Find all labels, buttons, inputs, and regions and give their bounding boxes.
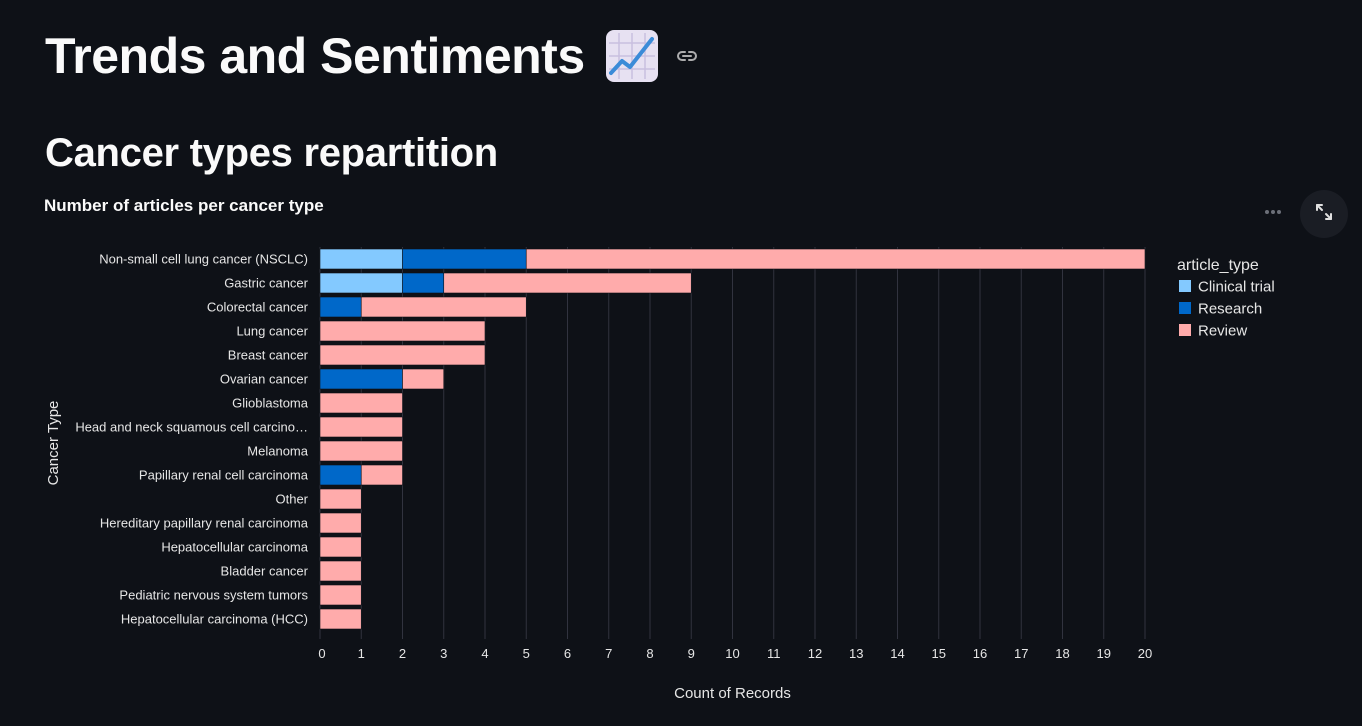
bar-segment [443, 272, 692, 294]
bar-segment [319, 272, 403, 294]
bar-segment [319, 488, 362, 510]
y-tick-label: Bladder cancer [221, 564, 309, 579]
legend-entry: Research [1198, 301, 1262, 318]
y-tick-label: Head and neck squamous cell carcino… [75, 420, 308, 435]
y-axis-title: Cancer Type [45, 401, 62, 486]
bar-segment [525, 248, 1146, 270]
bar-segment [319, 416, 403, 438]
x-tick-label: 17 [1014, 646, 1028, 661]
section-heading: Cancer types repartition [45, 131, 498, 175]
bar-segment [319, 320, 486, 342]
x-tick-label: 19 [1097, 646, 1111, 661]
x-tick-label: 2 [399, 646, 406, 661]
bar-segment [319, 296, 362, 318]
bar-segment [402, 368, 445, 390]
y-tick-label: Pediatric nervous system tumors [119, 588, 308, 603]
bar-segment [360, 464, 403, 486]
y-tick-label: Hereditary papillary renal carcinoma [100, 516, 309, 531]
bar-segment [319, 344, 486, 366]
bar-segment [319, 608, 362, 630]
y-tick-label: Other [275, 492, 308, 507]
bar-segment [402, 248, 527, 270]
x-tick-label: 8 [646, 646, 653, 661]
x-tick-label: 3 [440, 646, 447, 661]
bar-segment [319, 440, 403, 462]
y-tick-label: Lung cancer [236, 324, 308, 339]
bar-segment [319, 584, 362, 606]
y-tick-label: Hepatocellular carcinoma [161, 540, 308, 555]
x-tick-label: 18 [1055, 646, 1069, 661]
x-tick-label: 12 [808, 646, 822, 661]
legend-entry: Clinical trial [1198, 279, 1275, 296]
x-tick-label: 6 [564, 646, 571, 661]
y-tick-label: Glioblastoma [232, 396, 309, 411]
x-axis-title: Count of Records [674, 685, 791, 702]
title-row: Trends and Sentiments [45, 26, 699, 86]
legend-title: article_type [1177, 257, 1259, 274]
x-tick-label: 20 [1138, 646, 1152, 661]
y-tick-label: Melanoma [247, 444, 308, 459]
legend-entry: Review [1198, 323, 1247, 340]
y-tick-label: Ovarian cancer [220, 372, 309, 387]
expand-icon [1314, 202, 1334, 227]
x-tick-label: 4 [481, 646, 488, 661]
y-tick-label: Colorectal cancer [207, 300, 309, 315]
x-tick-label: 1 [358, 646, 365, 661]
bar-segment [402, 272, 445, 294]
x-tick-label: 15 [932, 646, 946, 661]
link-icon[interactable] [675, 44, 699, 68]
x-tick-label: 10 [725, 646, 739, 661]
expand-chart-button[interactable] [1300, 190, 1348, 238]
bar-segment [319, 536, 362, 558]
bar-segment [319, 248, 403, 270]
bar-segment [319, 368, 403, 390]
y-tick-label: Hepatocellular carcinoma (HCC) [121, 612, 308, 627]
x-tick-label: 7 [605, 646, 612, 661]
x-tick-label: 11 [767, 646, 781, 661]
chart-title: Number of articles per cancer type [44, 196, 324, 215]
legend-swatch [1179, 280, 1191, 292]
y-tick-label: Gastric cancer [224, 276, 308, 291]
legend-swatch [1179, 324, 1191, 336]
bar-segment [319, 560, 362, 582]
page-title: Trends and Sentiments [45, 28, 585, 84]
legend-swatch [1179, 302, 1191, 314]
bar-segment [319, 392, 403, 414]
more-horizontal-icon[interactable] [1262, 201, 1284, 223]
x-tick-label: 16 [973, 646, 987, 661]
y-tick-label: Papillary renal cell carcinoma [139, 468, 309, 483]
y-tick-label: Non-small cell lung cancer (NSCLC) [99, 252, 308, 267]
x-tick-label: 14 [890, 646, 904, 661]
x-tick-label: 9 [688, 646, 695, 661]
bar-segment [319, 464, 362, 486]
bar-segment [360, 296, 527, 318]
x-tick-label: 5 [523, 646, 530, 661]
y-tick-label: Breast cancer [228, 348, 309, 363]
x-tick-label: 0 [318, 646, 325, 661]
chart-increasing-emoji-icon [605, 29, 659, 83]
x-tick-label: 13 [849, 646, 863, 661]
bar-segment [319, 512, 362, 534]
